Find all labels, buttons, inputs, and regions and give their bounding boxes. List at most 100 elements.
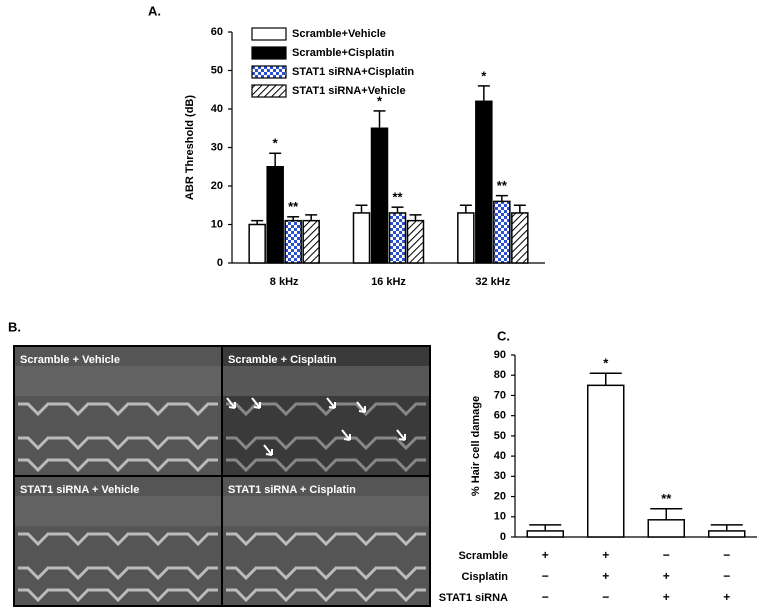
x-tick-label: 16 kHz xyxy=(371,276,406,288)
micrograph-label: STAT1 siRNA + Cisplatin xyxy=(228,484,356,496)
micrograph: Scramble + Cisplatin xyxy=(221,345,431,477)
condition-sign: − xyxy=(723,548,730,562)
significance-mark: * xyxy=(481,68,487,83)
significance-mark: ** xyxy=(497,178,508,193)
y-tick-label: 80 xyxy=(494,369,506,381)
bar xyxy=(475,100,493,264)
bar xyxy=(493,200,511,264)
y-tick-label: 60 xyxy=(211,26,223,38)
y-tick-label: 0 xyxy=(500,531,506,543)
hair-cell-row xyxy=(226,532,426,547)
hair-cell-row xyxy=(18,436,218,451)
micrograph-label: Scramble + Cisplatin xyxy=(228,354,337,366)
condition-sign: + xyxy=(663,569,670,583)
hair-cell-row xyxy=(18,402,218,417)
error-bar xyxy=(251,219,264,225)
arrow xyxy=(396,429,406,441)
error-bar xyxy=(305,214,318,221)
y-tick-label: 30 xyxy=(494,470,506,482)
condition-label: Scramble xyxy=(458,550,508,562)
error-bar xyxy=(710,524,743,531)
y-tick-label: 20 xyxy=(211,180,223,192)
legend-label: STAT1 siRNA+Cisplatin xyxy=(292,66,414,78)
error-bar xyxy=(355,204,368,213)
y-tick-label: 50 xyxy=(211,64,223,76)
y-tick-label: 20 xyxy=(494,490,506,502)
error-bar xyxy=(477,85,490,102)
bar xyxy=(370,127,389,264)
hair-cell-row xyxy=(226,436,426,451)
significance-mark: * xyxy=(603,356,609,371)
y-tick-label: 0 xyxy=(217,257,223,269)
significance-mark: ** xyxy=(661,491,672,506)
condition-sign: − xyxy=(723,569,730,583)
significance-mark: ** xyxy=(392,190,403,205)
hair-cell-row xyxy=(226,588,426,603)
y-axis-label: ABR Threshold (dB) xyxy=(184,95,196,200)
y-tick-label: 40 xyxy=(211,103,223,115)
hair-cell-row xyxy=(18,588,218,603)
error-bar xyxy=(529,524,562,531)
bar xyxy=(388,212,407,264)
legend-label: Scramble+Cisplatin xyxy=(292,47,395,59)
condition-sign: − xyxy=(663,548,670,562)
bar xyxy=(406,219,425,264)
condition-sign: − xyxy=(602,590,609,604)
bar xyxy=(302,219,320,264)
micrograph-label: STAT1 siRNA + Vehicle xyxy=(20,484,139,496)
micrograph: STAT1 siRNA + Vehicle xyxy=(13,475,223,607)
error-bar xyxy=(269,152,282,167)
bar xyxy=(708,530,746,538)
legend-swatch xyxy=(251,27,287,41)
arrow xyxy=(356,401,366,413)
error-bar xyxy=(287,216,300,221)
x-tick-label: 32 kHz xyxy=(475,276,510,288)
hair-cell-row xyxy=(18,532,218,547)
micrograph-band xyxy=(223,496,429,526)
condition-sign: + xyxy=(663,590,670,604)
micrograph-band xyxy=(15,366,221,396)
hair-cell-row xyxy=(18,566,218,581)
error-bar xyxy=(373,110,386,129)
condition-sign: − xyxy=(542,569,549,583)
arrow xyxy=(263,444,273,456)
legend-swatch xyxy=(251,84,287,98)
bar xyxy=(457,212,475,264)
legend-label: STAT1 siRNA+Vehicle xyxy=(292,85,406,97)
error-bar xyxy=(391,206,404,213)
panel-title: A. xyxy=(148,3,161,18)
micrograph: Scramble + Vehicle xyxy=(13,345,223,477)
micrograph-band xyxy=(15,496,221,526)
y-tick-label: 30 xyxy=(211,141,223,153)
condition-sign: + xyxy=(602,569,609,583)
error-bar xyxy=(650,507,683,520)
panel-title: B. xyxy=(8,319,21,334)
error-bar xyxy=(409,214,422,221)
micrograph-band xyxy=(223,366,429,396)
arrow xyxy=(326,397,336,409)
y-tick-label: 60 xyxy=(494,410,506,422)
hair-cell-row xyxy=(226,566,426,581)
panel-title: C. xyxy=(497,328,510,343)
micrograph-label: Scramble + Vehicle xyxy=(20,354,120,366)
bar xyxy=(266,166,284,264)
bar xyxy=(248,223,266,264)
significance-mark: * xyxy=(273,136,279,151)
error-bar xyxy=(495,194,508,202)
x-tick-label: 8 kHz xyxy=(270,276,299,288)
condition-sign: + xyxy=(723,590,730,604)
significance-mark: ** xyxy=(288,199,299,214)
arrow xyxy=(341,429,351,441)
arrow xyxy=(226,397,236,409)
bar xyxy=(352,212,371,264)
y-tick-label: 90 xyxy=(494,349,506,361)
error-bar xyxy=(459,204,472,213)
legend-swatch xyxy=(251,65,287,79)
micrograph: STAT1 siRNA + Cisplatin xyxy=(221,475,431,607)
condition-label: STAT1 siRNA xyxy=(439,592,508,604)
y-tick-label: 10 xyxy=(211,218,223,230)
y-axis-label: % Hair cell damage xyxy=(470,396,482,496)
y-tick-label: 10 xyxy=(494,511,506,523)
legend-swatch xyxy=(251,46,287,60)
